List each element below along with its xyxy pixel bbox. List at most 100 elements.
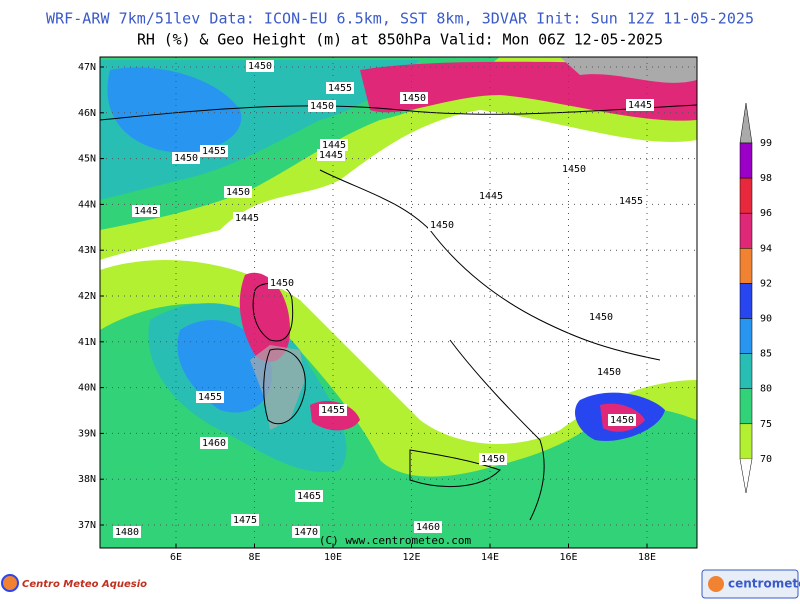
- left-logo: Centro Meteo Aquesio: [22, 579, 147, 590]
- contour-label-box: [196, 391, 224, 403]
- contour-label: 1470: [294, 527, 318, 538]
- lat-label: 37N: [78, 520, 96, 531]
- lon-label: 16E: [559, 552, 577, 563]
- contour-label-box: [560, 163, 588, 175]
- contour-label: 1450: [174, 153, 198, 164]
- legend-swatch: [739, 423, 753, 460]
- contour-label: 1445: [322, 140, 346, 151]
- legend-label: 90: [760, 314, 772, 325]
- map-field: [100, 57, 697, 548]
- legend-label: 85: [760, 349, 772, 360]
- contour-label-box: [295, 490, 323, 502]
- lat-label: 43N: [78, 245, 96, 256]
- contour-label-box: [200, 145, 228, 157]
- contour-label-box: [608, 414, 636, 426]
- lon-label: 12E: [402, 552, 420, 563]
- legend-label: 80: [760, 384, 772, 395]
- contour-label: 1460: [202, 438, 226, 449]
- contour-label-box: [292, 526, 320, 538]
- lat-label: 45N: [78, 154, 96, 165]
- contour-label: 1450: [562, 164, 586, 175]
- legend-swatch: [739, 212, 753, 249]
- contour-label: 1450: [597, 367, 621, 378]
- contour-label-box: [477, 190, 505, 202]
- legend-swatch: [739, 177, 753, 214]
- contour-label: 1445: [235, 213, 259, 224]
- contour-label-box: [233, 212, 261, 224]
- contour-label-box: [595, 366, 623, 378]
- contour-label-box: [268, 277, 296, 289]
- contour-label: 1450: [226, 187, 250, 198]
- right-logo-box: [701, 569, 799, 599]
- lat-label: 47N: [78, 62, 96, 73]
- contour-label: 1455: [198, 392, 222, 403]
- contour-label: 1455: [321, 405, 345, 416]
- legend-label: 99: [760, 138, 772, 149]
- right-logo-icon: [708, 576, 724, 592]
- contour-label: 1445: [479, 191, 503, 202]
- contour-label-box: [200, 437, 228, 449]
- legend-label: 94: [760, 243, 772, 254]
- contour-label-box: [320, 139, 348, 151]
- lat-label: 38N: [78, 474, 96, 485]
- contour-label-box: [400, 92, 428, 104]
- legend-swatch: [739, 318, 753, 354]
- contour-label: 1450: [310, 101, 334, 112]
- lat-label: 44N: [78, 199, 96, 210]
- contour-label-box: [587, 311, 615, 323]
- contour-label: 1455: [202, 146, 226, 157]
- contour-label: 1450: [402, 93, 426, 104]
- contour-label-box: [479, 453, 507, 465]
- contour-label: 1475: [233, 515, 257, 526]
- contour-label-box: [231, 514, 259, 526]
- lon-label: 18E: [638, 552, 656, 563]
- contour-label-box: [414, 521, 442, 533]
- legend-swatch: [739, 388, 753, 425]
- contour-label-box: [319, 404, 347, 416]
- lat-label: 39N: [78, 428, 96, 439]
- contour-label: 1445: [628, 100, 652, 111]
- contour-label: 1445: [134, 206, 158, 217]
- contour-label-box: [326, 82, 354, 94]
- right-logo: centrometeo: [728, 577, 800, 591]
- contour-label: 1450: [610, 415, 634, 426]
- contour-label: 1465: [297, 491, 321, 502]
- left-logo-icon: [1, 574, 19, 592]
- contour-label-box: [617, 195, 645, 207]
- contour-label-box: [428, 219, 456, 231]
- contour-label-box: [317, 149, 345, 161]
- contour-label-box: [113, 526, 141, 538]
- contour-label: 1455: [328, 83, 352, 94]
- lon-label: 6E: [170, 552, 182, 563]
- contour-label: 1480: [115, 527, 139, 538]
- legend-swatch: [739, 283, 753, 319]
- lon-label: 8E: [248, 552, 260, 563]
- subtitle: RH (%) & Geo Height (m) at 850hPa Valid:…: [137, 31, 663, 49]
- lat-label: 41N: [78, 337, 96, 348]
- lat-label: 42N: [78, 291, 96, 302]
- legend-label: 70: [760, 454, 772, 465]
- contour-label-box: [224, 186, 252, 198]
- contour-label-box: [132, 205, 160, 217]
- contour-label: 1445: [319, 150, 343, 161]
- contour-label: 1450: [481, 454, 505, 465]
- legend-swatch: [739, 142, 753, 179]
- legend-label: 98: [760, 173, 772, 184]
- lon-label: 14E: [481, 552, 499, 563]
- contour-label-box: [308, 100, 336, 112]
- legend-swatch: [739, 353, 753, 389]
- contour-label: 1450: [589, 312, 613, 323]
- legend-arrow-top: [739, 102, 753, 144]
- title: WRF-ARW 7km/51lev Data: ICON-EU 6.5km, S…: [46, 10, 754, 28]
- legend-swatch: [739, 248, 753, 284]
- contour-label-box: [172, 152, 200, 164]
- legend-label: 96: [760, 208, 772, 219]
- contour-label: 1450: [270, 278, 294, 289]
- map-frame: [99, 56, 698, 549]
- contour-label: 1450: [248, 61, 272, 72]
- legend-label: 92: [760, 278, 772, 289]
- credit: (C) www.centrometeo.com: [319, 534, 472, 547]
- contour-label: 1450: [430, 220, 454, 231]
- contour-label-box: [246, 60, 274, 72]
